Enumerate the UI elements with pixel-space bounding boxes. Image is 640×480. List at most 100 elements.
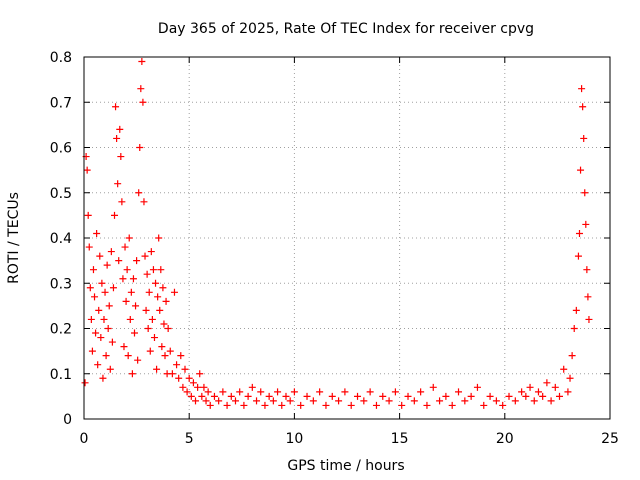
data-point: [125, 234, 133, 242]
data-point: [580, 134, 588, 142]
data-point: [122, 297, 130, 305]
data-point: [183, 388, 191, 396]
data-point: [568, 352, 576, 360]
data-point: [109, 284, 117, 292]
data-point: [486, 392, 494, 400]
data-point: [309, 397, 317, 405]
data-point: [328, 392, 336, 400]
data-point: [253, 397, 261, 405]
data-point: [126, 315, 134, 323]
data-point: [566, 374, 574, 382]
data-point: [136, 144, 144, 151]
data-point: [173, 361, 181, 369]
data-point: [577, 166, 585, 174]
data-point: [436, 397, 444, 405]
data-point: [423, 401, 431, 409]
data-point: [585, 315, 593, 323]
data-point: [499, 401, 507, 409]
data-point: [572, 306, 580, 314]
y-tick-label: 0.5: [50, 186, 72, 202]
data-point: [114, 180, 122, 188]
data-point: [261, 401, 269, 409]
data-point: [111, 211, 119, 219]
data-point: [138, 58, 146, 66]
data-point: [139, 98, 147, 106]
data-point: [192, 397, 200, 405]
data-point: [162, 297, 170, 305]
x-tick-label: 0: [80, 431, 89, 447]
data-point: [87, 315, 95, 323]
data-point: [91, 293, 99, 301]
data-point: [85, 243, 93, 251]
plot-frame: [83, 56, 611, 420]
y-tick-label: 0.2: [50, 322, 72, 338]
data-point: [123, 266, 131, 274]
data-point: [132, 302, 140, 310]
data-point: [240, 401, 248, 409]
data-point: [534, 388, 542, 396]
x-axis-label: GPS time / hours: [287, 458, 404, 474]
data-point: [579, 103, 587, 111]
y-tick-label: 0.8: [50, 50, 72, 66]
data-point: [140, 198, 148, 206]
data-point: [106, 365, 114, 373]
data-point: [360, 397, 368, 405]
data-point: [177, 352, 185, 360]
data-point: [341, 388, 349, 396]
y-tick-label: 0.1: [50, 367, 72, 383]
data-point: [147, 248, 155, 256]
data-point: [480, 401, 488, 409]
x-tick-label: 5: [185, 431, 194, 447]
data-point: [112, 103, 120, 111]
data-point: [448, 401, 456, 409]
data-point: [265, 392, 273, 400]
data-point: [96, 252, 104, 260]
data-point: [166, 347, 174, 355]
data-point: [522, 392, 530, 400]
x-tick-label: 20: [496, 431, 514, 447]
data-point: [88, 347, 96, 355]
data-point: [244, 392, 252, 400]
data-point: [97, 334, 105, 342]
data-point: [137, 85, 145, 93]
data-point: [108, 338, 116, 346]
data-point: [157, 266, 165, 274]
data-point: [107, 248, 115, 256]
data-point: [181, 365, 189, 373]
data-point: [303, 392, 311, 400]
data-point: [200, 383, 208, 391]
x-tick-label: 15: [391, 431, 409, 447]
data-point: [278, 401, 286, 409]
data-point: [574, 252, 582, 260]
data-point: [518, 388, 526, 396]
data-point: [149, 266, 157, 274]
y-tick-label: 0.4: [50, 231, 72, 247]
data-point: [385, 397, 393, 405]
data-point: [158, 343, 166, 351]
data-point: [210, 392, 218, 400]
data-point: [560, 365, 568, 373]
data-point: [143, 270, 151, 278]
data-point: [578, 85, 586, 93]
data-point: [142, 306, 150, 314]
data-point: [116, 125, 124, 133]
data-point: [231, 397, 239, 405]
data-point: [473, 383, 481, 391]
grid-lines: [84, 57, 610, 419]
data-point: [118, 198, 126, 206]
data-point: [429, 383, 437, 391]
data-point: [119, 275, 127, 283]
data-point: [89, 266, 97, 274]
data-point: [551, 383, 559, 391]
data-point: [194, 383, 202, 391]
data-point: [354, 392, 362, 400]
data-point: [530, 397, 538, 405]
data-point: [84, 211, 92, 219]
data-point: [196, 370, 204, 378]
data-point: [583, 266, 591, 274]
data-point: [570, 325, 578, 332]
y-tick-label: 0.3: [50, 276, 72, 292]
y-tick-label: 0.7: [50, 95, 72, 111]
data-point: [564, 388, 572, 396]
data-point: [95, 306, 103, 314]
